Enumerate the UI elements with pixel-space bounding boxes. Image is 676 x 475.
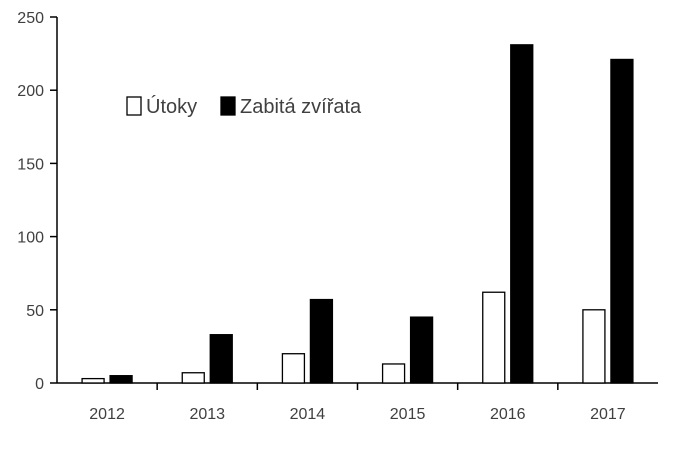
bar-utoky-2016 [482, 291, 506, 384]
bar-zabita-zvirata-2014 [309, 298, 334, 384]
y-tick-label: 0 [35, 376, 44, 393]
x-tick-label-2014: 2014 [290, 406, 326, 423]
legend-swatch-utoky [126, 96, 142, 116]
x-tick-label-2013: 2013 [189, 406, 225, 423]
x-tick-label-2015: 2015 [390, 406, 426, 423]
bar-utoky-2015 [381, 363, 406, 384]
x-axis: 2012 2013 2014 2015 2016 2017 [57, 382, 658, 423]
x-tick-label-2016: 2016 [490, 406, 526, 423]
bar-zabita-zvirata-2016 [510, 44, 534, 384]
bar-zabita-zvirata-2012 [109, 375, 133, 384]
y-tick-label: 250 [17, 10, 44, 27]
bar-utoky-2014 [281, 353, 306, 384]
y-tick-label: 150 [17, 156, 44, 173]
bars [81, 44, 634, 384]
bar-utoky-2012 [81, 377, 105, 384]
legend-label-utoky: Útoky [146, 95, 197, 118]
legend-label-zabita-zvirata: Zabitá zvířata [240, 96, 362, 118]
y-tick-label: 50 [26, 303, 44, 320]
legend-swatch-zabita-zvirata [220, 96, 236, 116]
legend: Útoky Zabitá zvířata [126, 95, 362, 118]
bar-zabita-zvirata-2017 [610, 58, 634, 384]
bar-zabita-zvirata-2015 [409, 316, 434, 384]
bar-zabita-zvirata-2013 [209, 334, 233, 384]
bar-utoky-2017 [582, 309, 606, 384]
y-axis: 0 50 100 150 200 250 [17, 10, 58, 393]
y-tick-label: 100 [17, 230, 44, 247]
bar-utoky-2013 [181, 372, 205, 384]
x-tick-label-2012: 2012 [89, 406, 125, 423]
x-tick-label-2017: 2017 [590, 406, 626, 423]
y-tick-label: 200 [17, 83, 44, 100]
